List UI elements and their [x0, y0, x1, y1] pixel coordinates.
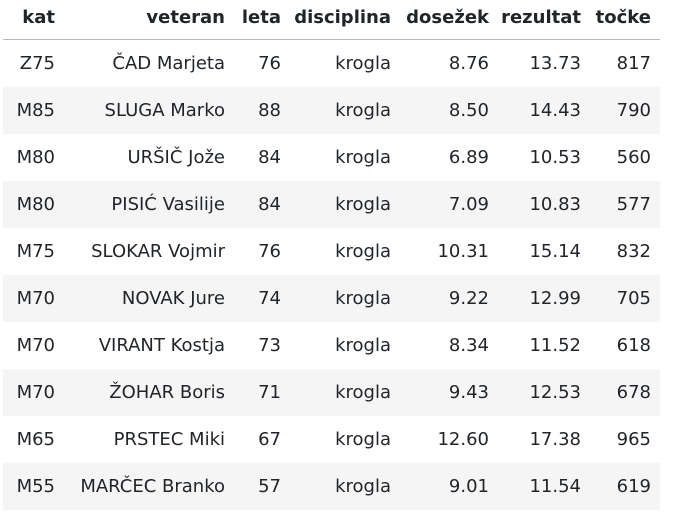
- cell-rezultat: 11.54: [529, 476, 581, 497]
- table-body: Z75 ČAD Marjeta 76 krogla 8.76 13.73 817…: [3, 40, 660, 510]
- cell-veteran: PRSTEC Miki: [113, 429, 225, 450]
- cell-rezultat: 10.83: [529, 194, 581, 215]
- table-row: M80 PISIĆ Vasilije 84 krogla 7.09 10.83 …: [3, 181, 660, 228]
- cell-kat: M70: [16, 382, 55, 403]
- cell-tocke: 678: [616, 382, 651, 403]
- cell-veteran: ŽOHAR Boris: [109, 382, 225, 403]
- table-row: M70 ŽOHAR Boris 71 krogla 9.43 12.53 678: [3, 369, 660, 416]
- cell-leta: 76: [258, 241, 281, 262]
- cell-rezultat: 10.53: [529, 147, 581, 168]
- cell-tocke: 560: [616, 147, 651, 168]
- table-row: M70 NOVAK Jure 74 krogla 9.22 12.99 705: [3, 275, 660, 322]
- cell-leta: 84: [258, 147, 281, 168]
- table-row: M65 PRSTEC Miki 67 krogla 12.60 17.38 96…: [3, 416, 660, 463]
- cell-veteran: NOVAK Jure: [121, 288, 225, 309]
- header-row: kat veteran leta disciplina dosežek rezu…: [3, 0, 660, 40]
- table-row: Z75 ČAD Marjeta 76 krogla 8.76 13.73 817: [3, 40, 660, 88]
- cell-disciplina: krogla: [335, 53, 391, 74]
- cell-disciplina: krogla: [335, 382, 391, 403]
- cell-disciplina: krogla: [335, 288, 391, 309]
- cell-veteran: SLOKAR Vojmir: [91, 241, 225, 262]
- cell-rezultat: 13.73: [529, 53, 581, 74]
- cell-dosezek: 7.09: [448, 194, 489, 215]
- cell-kat: M70: [16, 335, 55, 356]
- cell-veteran: SLUGA Marko: [104, 100, 225, 121]
- cell-tocke: 577: [616, 194, 651, 215]
- header-dosezek[interactable]: dosežek: [400, 0, 498, 38]
- cell-veteran: PISIĆ Vasilije: [111, 194, 225, 215]
- cell-dosezek: 9.22: [448, 288, 489, 309]
- cell-leta: 57: [258, 476, 281, 497]
- table-header: kat veteran leta disciplina dosežek rezu…: [3, 0, 660, 40]
- cell-dosezek: 9.43: [448, 382, 489, 403]
- cell-leta: 76: [258, 53, 281, 74]
- cell-dosezek: 6.89: [448, 147, 489, 168]
- cell-tocke: 817: [616, 53, 651, 74]
- cell-dosezek: 10.31: [437, 241, 489, 262]
- results-table: kat veteran leta disciplina dosežek rezu…: [3, 0, 660, 510]
- cell-kat: M80: [16, 147, 55, 168]
- cell-veteran: VIRANT Kostja: [98, 335, 225, 356]
- cell-rezultat: 17.38: [529, 429, 581, 450]
- cell-rezultat: 14.43: [529, 100, 581, 121]
- cell-disciplina: krogla: [335, 476, 391, 497]
- cell-veteran: ČAD Marjeta: [112, 53, 225, 74]
- table-row: M75 SLOKAR Vojmir 76 krogla 10.31 15.14 …: [3, 228, 660, 275]
- cell-tocke: 618: [616, 335, 651, 356]
- cell-dosezek: 12.60: [437, 429, 489, 450]
- cell-leta: 71: [258, 382, 281, 403]
- cell-tocke: 790: [616, 100, 651, 121]
- header-veteran[interactable]: veteran: [64, 0, 234, 38]
- cell-dosezek: 8.50: [448, 100, 489, 121]
- cell-kat: M65: [16, 429, 55, 450]
- cell-rezultat: 12.53: [529, 382, 581, 403]
- cell-veteran: URŠIČ Jože: [127, 147, 225, 168]
- cell-tocke: 832: [616, 241, 651, 262]
- cell-rezultat: 12.99: [529, 288, 581, 309]
- cell-disciplina: krogla: [335, 335, 391, 356]
- cell-leta: 74: [258, 288, 281, 309]
- header-disciplina[interactable]: disciplina: [290, 0, 400, 38]
- header-kat[interactable]: kat: [3, 0, 64, 38]
- header-leta[interactable]: leta: [234, 0, 290, 38]
- cell-disciplina: krogla: [335, 147, 391, 168]
- cell-kat: M80: [16, 194, 55, 215]
- cell-kat: M55: [16, 476, 55, 497]
- cell-leta: 67: [258, 429, 281, 450]
- cell-kat: M85: [16, 100, 55, 121]
- cell-kat: M70: [16, 288, 55, 309]
- cell-disciplina: krogla: [335, 429, 391, 450]
- cell-kat: M75: [16, 241, 55, 262]
- cell-leta: 73: [258, 335, 281, 356]
- cell-rezultat: 15.14: [529, 241, 581, 262]
- table-row: M85 SLUGA Marko 88 krogla 8.50 14.43 790: [3, 87, 660, 134]
- cell-leta: 88: [258, 100, 281, 121]
- table-row: M55 MARČEC Branko 57 krogla 9.01 11.54 6…: [3, 463, 660, 510]
- cell-rezultat: 11.52: [529, 335, 581, 356]
- header-rezultat[interactable]: rezultat: [498, 0, 590, 38]
- cell-kat: Z75: [19, 53, 55, 74]
- cell-disciplina: krogla: [335, 241, 391, 262]
- cell-dosezek: 8.34: [448, 335, 489, 356]
- table-row: M80 URŠIČ Jože 84 krogla 6.89 10.53 560: [3, 134, 660, 181]
- table-row: M70 VIRANT Kostja 73 krogla 8.34 11.52 6…: [3, 322, 660, 369]
- cell-tocke: 965: [616, 429, 651, 450]
- cell-tocke: 619: [616, 476, 651, 497]
- cell-disciplina: krogla: [335, 100, 391, 121]
- cell-disciplina: krogla: [335, 194, 391, 215]
- cell-tocke: 705: [616, 288, 651, 309]
- header-tocke[interactable]: točke: [590, 0, 660, 38]
- cell-veteran: MARČEC Branko: [80, 476, 225, 497]
- cell-dosezek: 8.76: [448, 53, 489, 74]
- cell-leta: 84: [258, 194, 281, 215]
- cell-dosezek: 9.01: [448, 476, 489, 497]
